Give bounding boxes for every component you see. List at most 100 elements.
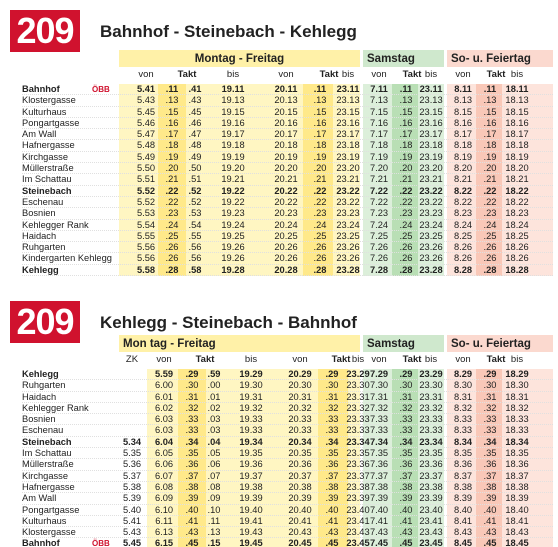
time-cell: 6.06 [154,459,174,470]
time-cell: 23.20 [419,163,443,174]
time-cell: 19.35 [239,448,263,459]
time-cell: .11 [313,84,327,94]
time-cell: 6.01 [154,391,174,402]
time-cell: 18.20 [505,163,529,174]
time-cell: 18.34 [505,436,529,447]
time-cell: .34 [185,436,199,447]
subheader-interval: Takt [319,69,339,80]
time-cell: .19 [313,151,327,162]
subheader-interval: Takt [486,354,506,365]
time-cell: .52 [188,185,202,196]
time-cell: 23.32 [419,402,443,413]
time-cell: .33 [483,425,497,436]
time-cell: 20.13 [274,95,298,106]
stop-name: Bosnien [22,414,56,425]
time-cell: .24 [165,219,179,230]
subheader-until: bis [510,354,524,365]
time-cell: 5.45 [122,538,142,547]
time-cell: 18.32 [505,402,529,413]
time-cell: 5.54 [136,219,156,230]
time-cell: .25 [483,230,497,241]
time-cell: .16 [399,117,413,128]
table-row: Kindergarten Kehlegg 5.56 .26 .56 19.26 20.26… [22,253,553,265]
time-cell: 7.19 [369,151,389,162]
time-cell: 19.33 [239,414,263,425]
time-cell: 19.13 [221,95,245,106]
time-cell: 23.33 [419,425,443,436]
time-cell: .17 [483,129,497,140]
time-cell: 23.31 [419,391,443,402]
stop-name: Im Schattau [22,448,72,459]
time-cell: .26 [313,253,327,264]
column-band [158,84,186,277]
time-cell: .25 [165,230,179,241]
time-cell: 19.24 [221,219,245,230]
stop-name: Im Schattau [22,174,72,185]
time-cell: .26 [165,253,179,264]
time-cell: .36 [325,459,339,470]
time-cell: 7.38 [369,481,389,492]
time-cell: 23.34 [346,436,370,447]
time-cell: 18.39 [505,493,529,504]
time-cell: .37 [399,470,413,481]
time-cell: 18.22 [505,185,529,196]
time-cell: .08 [207,481,221,492]
time-cell: 23.26 [336,253,360,264]
time-cell: 18.28 [505,264,529,275]
table-row: Kirchgasse 5.49 .19 .49 19.19 20.19 .19 23.19 7.… [22,151,553,164]
time-cell: 19.40 [239,504,263,515]
stop-name: Bosnien [22,208,56,219]
time-cell: 23.13 [336,95,360,106]
time-cell: 19.18 [221,140,245,151]
time-cell: 8.20 [453,163,473,174]
time-cell: 23.21 [419,174,443,185]
time-cell: 7.41 [369,515,389,526]
time-cell: .13 [483,95,497,106]
table-row: Im Schattau 5.35 6.05 .35 .05 19.35 20.35 .35 23… [22,448,553,460]
time-cell: 5.51 [136,174,156,185]
time-cell: .35 [325,448,339,459]
time-cell: .29 [399,369,413,379]
stop-name: Eschenau [22,425,64,436]
time-cell: 8.32 [453,402,473,413]
time-cell: 23.26 [419,242,443,253]
time-cell: 20.35 [288,448,312,459]
time-cell: .31 [185,391,199,402]
time-cell: .43 [188,95,202,106]
time-cell: 23.23 [419,208,443,219]
time-cell: 23.34 [419,436,443,447]
time-cell: .28 [483,264,497,275]
time-cell: 7.18 [369,140,389,151]
time-cell: 23.36 [346,459,370,470]
time-cell: .22 [483,196,497,207]
subheader-from: von [455,354,471,365]
time-cell: 5.38 [122,481,142,492]
group-header-weekday: Mon tag - Freitag [119,335,360,352]
time-cell: 18.17 [505,129,529,140]
time-cell: 8.31 [453,391,473,402]
time-cell: 23.16 [336,117,360,128]
stop-name: Haidach [22,230,57,241]
stop-name: Müllerstraße [22,163,74,174]
time-cell: 18.24 [505,219,529,230]
time-cell: 23.45 [346,538,370,547]
table-row: Haidach 6.01.31.01 19.31 20.31.31 23.31 7.31.… [22,392,553,403]
time-cell: .36 [185,459,199,470]
table-row: Kehlegger Rank 5.54 .24 .54 19.24 20.24 .24 23.… [22,220,553,231]
time-cell: .53 [188,208,202,219]
time-cell: 20.16 [274,117,298,128]
time-cell: .21 [165,174,179,185]
time-cell: .30 [483,380,497,391]
subheader-interval: Takt [402,354,422,365]
time-cell: .17 [313,129,327,140]
time-cell: 19.15 [221,106,245,117]
time-cell: 20.37 [288,470,312,481]
time-cell: 8.26 [453,253,473,264]
time-cell: 19.21 [221,174,245,185]
time-cell: 19.19 [221,151,245,162]
time-cell: 18.40 [505,504,529,515]
time-cell: .21 [313,174,327,185]
subheader-from: von [292,354,308,365]
time-cell: .03 [207,425,221,436]
time-cell: .40 [325,504,339,515]
